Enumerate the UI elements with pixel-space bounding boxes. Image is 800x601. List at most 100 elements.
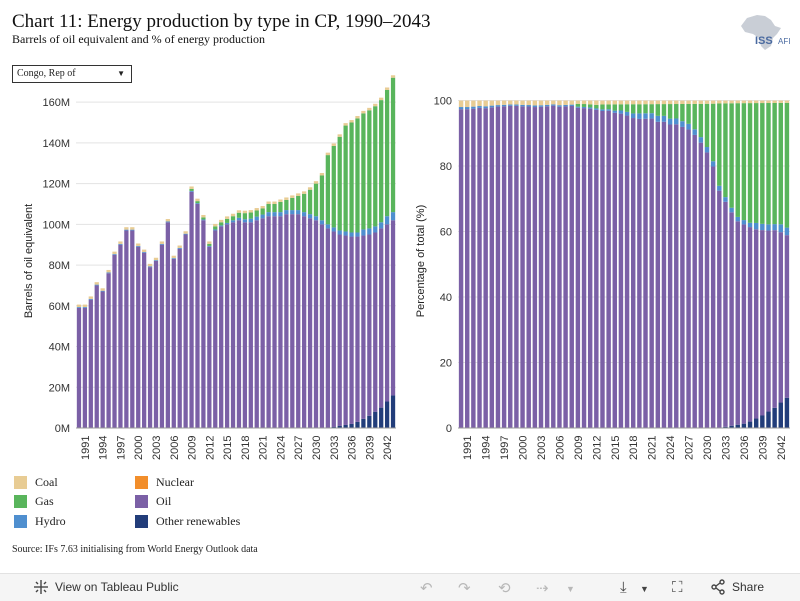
bar-hydro-2014[interactable] <box>606 109 611 111</box>
bar-gas-2019[interactable] <box>248 212 253 219</box>
bar-hydro-2003[interactable] <box>538 105 544 107</box>
bar-gas-2027[interactable] <box>686 103 691 124</box>
bar-coal-2011[interactable] <box>587 100 593 105</box>
bar-coal-2034[interactable] <box>337 134 342 137</box>
bar-hydro-2032[interactable] <box>717 185 722 191</box>
bar-gas-2043[interactable] <box>784 102 790 228</box>
bar-coal-2013[interactable] <box>600 100 605 105</box>
bar-coal-2035[interactable] <box>343 123 348 126</box>
bar-oil-2032[interactable] <box>717 190 722 428</box>
bar-oil-2037[interactable] <box>747 227 753 422</box>
bar-gas-2020[interactable] <box>254 210 259 217</box>
bar-hydro-2026[interactable] <box>680 121 685 127</box>
bar-coal-2037[interactable] <box>355 115 360 119</box>
bar-gas-2031[interactable] <box>319 175 325 221</box>
bar-coal-2041[interactable] <box>379 97 384 101</box>
bar-hydro-2028[interactable] <box>302 212 307 217</box>
bar-oil-2006[interactable] <box>171 258 176 428</box>
bar-hydro-2019[interactable] <box>637 113 642 119</box>
bar-gas-2021[interactable] <box>649 104 654 114</box>
bar-gas-2016[interactable] <box>618 104 624 111</box>
bar-gas-2011[interactable] <box>201 217 206 220</box>
bar-gas-2035[interactable] <box>343 125 348 232</box>
legend-item-hydro[interactable]: Hydro <box>14 514 66 529</box>
bar-gas-2034[interactable] <box>337 136 342 231</box>
bar-hydro-2020[interactable] <box>254 216 259 221</box>
bar-oil-2021[interactable] <box>260 218 265 428</box>
bar-coal-2033[interactable] <box>331 143 336 146</box>
bar-hydro-2043[interactable] <box>784 227 790 236</box>
bar-gas-2041[interactable] <box>379 100 384 223</box>
bar-oil-2031[interactable] <box>710 166 716 428</box>
bar-renewables-2039[interactable] <box>760 415 765 428</box>
bar-coal-2043[interactable] <box>390 75 396 78</box>
bar-hydro-1993[interactable] <box>94 284 99 286</box>
bar-gas-2025[interactable] <box>284 199 289 211</box>
bar-renewables-2034[interactable] <box>337 425 342 428</box>
bar-hydro-1994[interactable] <box>483 106 488 109</box>
bar-coal-2028[interactable] <box>302 191 307 194</box>
bar-oil-1992[interactable] <box>88 299 93 428</box>
bar-gas-2018[interactable] <box>631 104 636 114</box>
bar-hydro-2022[interactable] <box>266 212 271 217</box>
bar-hydro-2024[interactable] <box>667 118 673 125</box>
bar-coal-2035[interactable] <box>735 100 740 104</box>
bar-hydro-2025[interactable] <box>284 210 289 215</box>
bar-oil-1991[interactable] <box>465 109 470 429</box>
bar-hydro-2016[interactable] <box>230 220 236 223</box>
bar-hydro-2040[interactable] <box>766 224 771 231</box>
bar-oil-2022[interactable] <box>655 121 661 428</box>
bar-hydro-1992[interactable] <box>471 106 476 109</box>
bar-renewables-2035[interactable] <box>735 424 740 428</box>
bar-gas-2014[interactable] <box>219 222 224 226</box>
bar-hydro-2016[interactable] <box>618 110 624 114</box>
bar-coal-2005[interactable] <box>551 100 556 105</box>
bar-oil-2030[interactable] <box>704 152 710 429</box>
country-dropdown[interactable]: Congo, Rep of ▼ <box>12 65 132 83</box>
bar-oil-2027[interactable] <box>686 129 691 429</box>
bar-coal-2017[interactable] <box>624 100 630 105</box>
bar-hydro-2039[interactable] <box>760 223 765 231</box>
bar-oil-2031[interactable] <box>319 224 325 428</box>
bar-gas-2023[interactable] <box>272 203 277 213</box>
bar-hydro-2023[interactable] <box>661 115 667 122</box>
bar-oil-2020[interactable] <box>254 220 259 428</box>
bar-oil-2024[interactable] <box>278 216 283 428</box>
bar-coal-2018[interactable] <box>631 100 636 105</box>
bar-coal-2032[interactable] <box>717 100 722 104</box>
bar-oil-2024[interactable] <box>667 124 673 428</box>
bar-gas-2012[interactable] <box>594 104 599 109</box>
bar-hydro-2040[interactable] <box>373 226 378 233</box>
bar-coal-1993[interactable] <box>94 282 99 285</box>
bar-hydro-1993[interactable] <box>477 106 482 108</box>
bar-gas-2031[interactable] <box>710 103 716 162</box>
bar-oil-2002[interactable] <box>532 107 538 428</box>
bar-oil-2028[interactable] <box>302 216 307 428</box>
bar-coal-2025[interactable] <box>674 100 679 105</box>
bar-hydro-2038[interactable] <box>361 229 366 236</box>
bar-oil-2003[interactable] <box>153 261 159 428</box>
bar-coal-2038[interactable] <box>753 100 759 104</box>
bar-gas-2038[interactable] <box>753 103 759 223</box>
bar-coal-1995[interactable] <box>106 269 111 273</box>
bar-gas-2042[interactable] <box>778 102 783 225</box>
bar-coal-1991[interactable] <box>465 100 470 108</box>
bar-oil-2005[interactable] <box>165 222 170 428</box>
legend-item-coal[interactable]: Coal <box>14 475 58 490</box>
bar-hydro-2002[interactable] <box>147 266 153 268</box>
bar-coal-2012[interactable] <box>594 100 599 105</box>
bar-oil-2038[interactable] <box>361 235 366 419</box>
bar-hydro-2013[interactable] <box>213 229 218 231</box>
bar-hydro-2033[interactable] <box>331 227 336 232</box>
bar-oil-2008[interactable] <box>183 234 188 428</box>
bar-hydro-2035[interactable] <box>735 216 740 222</box>
bar-coal-1990[interactable] <box>458 100 464 108</box>
bar-coal-1991[interactable] <box>82 304 88 308</box>
bar-coal-2008[interactable] <box>569 100 574 105</box>
bar-oil-2025[interactable] <box>284 214 289 428</box>
bar-renewables-2038[interactable] <box>753 418 759 428</box>
bar-gas-2032[interactable] <box>717 103 722 186</box>
bar-hydro-1997[interactable] <box>501 104 507 107</box>
bar-coal-2023[interactable] <box>272 201 277 204</box>
bar-hydro-2006[interactable] <box>171 258 176 259</box>
